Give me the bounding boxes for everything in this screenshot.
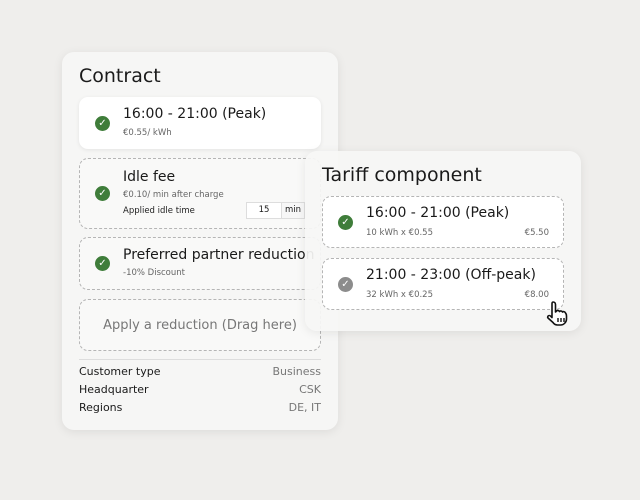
row-value: CSK <box>299 383 321 396</box>
check-icon: ✓ <box>338 277 353 292</box>
info-row: Regions DE, IT <box>79 401 321 414</box>
tariff-item[interactable]: ✓ 16:00 - 21:00 (Peak) 10 kWh x €0.55 €5… <box>322 196 564 248</box>
idle-time-input[interactable]: 15 min <box>246 202 305 219</box>
idle-fee-card[interactable]: ✓ Idle fee €0.10/ min after charge Appli… <box>79 158 321 229</box>
check-icon: ✓ <box>95 116 110 131</box>
item-amount: €8.00 <box>524 290 549 300</box>
row-label: Regions <box>79 401 123 414</box>
reduction-dropzone[interactable]: Apply a reduction (Drag here) <box>79 299 321 351</box>
row-label: Headquarter <box>79 383 149 396</box>
check-icon: ✓ <box>338 215 353 230</box>
tariff-panel: Tariff component ✓ 16:00 - 21:00 (Peak) … <box>305 151 581 331</box>
idle-time-value[interactable]: 15 <box>258 205 270 215</box>
tariff-item[interactable]: ✓ 21:00 - 23:00 (Off-peak) 32 kWh x €0.2… <box>322 258 564 310</box>
check-icon: ✓ <box>95 256 110 271</box>
card-title: Preferred partner reduction <box>123 247 315 263</box>
idle-time-unit: min <box>281 203 304 218</box>
item-calc: 10 kWh x €0.55 <box>366 228 433 238</box>
tariff-title: Tariff component <box>322 164 482 186</box>
row-value: Business <box>272 365 321 378</box>
item-amount: €5.50 <box>524 228 549 238</box>
contract-title: Contract <box>79 65 161 87</box>
item-title: 16:00 - 21:00 (Peak) <box>366 205 510 221</box>
row-label: Customer type <box>79 365 161 378</box>
card-subtitle: -10% Discount <box>123 268 185 278</box>
row-value: DE, IT <box>288 401 321 414</box>
info-row: Headquarter CSK <box>79 383 321 396</box>
partner-reduction-card[interactable]: ✓ Preferred partner reduction -10% Disco… <box>79 237 321 290</box>
idle-time-label: Applied idle time <box>123 206 195 216</box>
card-title: Idle fee <box>123 169 176 185</box>
item-title: 21:00 - 23:00 (Off-peak) <box>366 267 536 283</box>
check-icon: ✓ <box>95 186 110 201</box>
info-row: Customer type Business <box>79 365 321 378</box>
card-title: 16:00 - 21:00 (Peak) <box>123 106 267 122</box>
card-subtitle: €0.10/ min after charge <box>123 190 224 200</box>
peak-card[interactable]: ✓ 16:00 - 21:00 (Peak) €0.55/ kWh <box>79 97 321 149</box>
contract-panel: Contract ✓ 16:00 - 21:00 (Peak) €0.55/ k… <box>62 52 338 430</box>
divider <box>79 359 321 360</box>
card-subtitle: €0.55/ kWh <box>123 128 172 138</box>
item-calc: 32 kWh x €0.25 <box>366 290 433 300</box>
hand-cursor-icon <box>546 301 568 326</box>
